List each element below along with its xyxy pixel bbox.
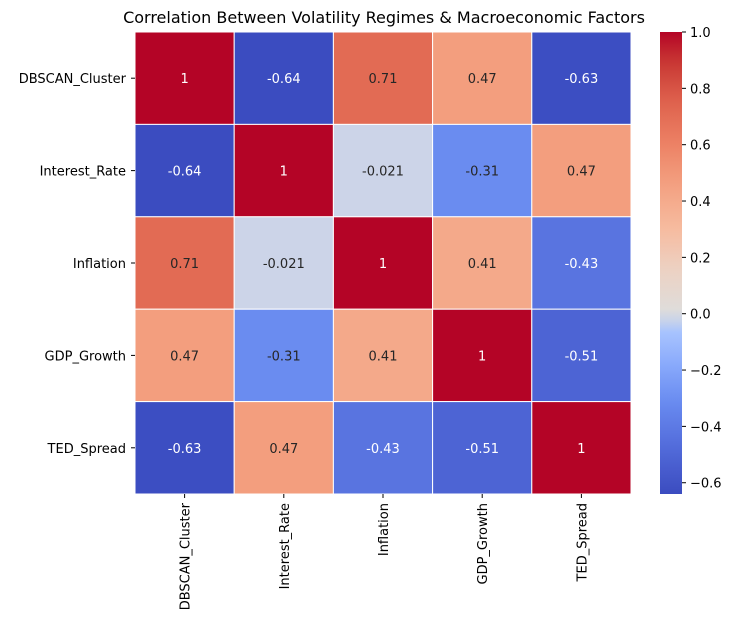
heatmap-cell (332, 31, 434, 125)
column-tick-label: Interest_Rate (278, 503, 293, 589)
heatmap-cell (233, 216, 334, 310)
cell-value-label: -0.63 (565, 72, 599, 87)
heatmap-cell (432, 308, 533, 403)
heatmap-cell (432, 216, 533, 310)
heatmap-cell (332, 308, 434, 403)
cell-value-label: 1 (577, 442, 585, 457)
row-tick-labels: DBSCAN_Cluster Interest_Rate Inflation GDP_… (19, 72, 135, 457)
row-tick-label: Inflation (73, 257, 126, 272)
cell-value-label: -0.64 (267, 72, 301, 87)
cell-value-label: 1 (180, 72, 188, 87)
row-tick-label: GDP_Growth (45, 349, 126, 364)
column-tick-label: Inflation (377, 503, 392, 556)
cell-value-label: -0.63 (168, 442, 202, 457)
row-tick-label: DBSCAN_Cluster (19, 72, 127, 87)
cell-value-label: -0.021 (362, 165, 404, 180)
heatmap-cell-labels: 1 -0.64 0.71 0.47 -0.63 -0.64 1 -0.021 -0.31 0.47… (168, 72, 598, 457)
heatmap-cell (531, 401, 632, 495)
cell-value-label: 1 (280, 165, 288, 180)
cell-value-label: 0.71 (170, 257, 199, 272)
chart-title: Correlation Between Volatility Regimes &… (123, 8, 645, 27)
row-tick-label: TED_Spread (47, 442, 126, 457)
column-tick-label: TED_Spread (575, 503, 590, 582)
cell-value-label: -0.51 (565, 349, 599, 364)
heatmap-cell (332, 216, 434, 310)
heatmap-cell (531, 308, 632, 403)
colorbar-tick-label: −0.2 (690, 364, 722, 379)
cell-value-label: 1 (379, 257, 387, 272)
colorbar-tick-label: 0.6 (690, 139, 711, 154)
cell-value-label: -0.43 (565, 257, 599, 272)
heatmap-cell (332, 123, 434, 218)
colorbar-tick-label: 0.2 (690, 251, 711, 266)
colorbar-tick-label: 0.0 (690, 308, 711, 323)
heatmap-cell (134, 401, 235, 495)
heatmap-cell (233, 401, 334, 495)
colorbar: 1.0 0.8 0.6 0.4 0.2 0.0 −0.2 −0.4 −0.6 (660, 26, 722, 494)
heatmap-cell (531, 123, 632, 218)
heatmap-cell (233, 308, 334, 403)
heatmap-cell (134, 123, 235, 218)
cell-value-label: 0.47 (170, 349, 199, 364)
heatmap-cell (332, 401, 434, 495)
colorbar-tick-label: −0.6 (690, 477, 722, 492)
cell-value-label: 0.47 (567, 165, 596, 180)
cell-value-label: -0.51 (465, 442, 499, 457)
colorbar-tick-label: 1.0 (690, 26, 711, 41)
cell-value-label: -0.43 (366, 442, 400, 457)
cell-value-label: 0.71 (369, 72, 398, 87)
cell-value-label: -0.021 (263, 257, 305, 272)
cell-value-label: -0.31 (267, 349, 301, 364)
cell-value-label: 0.47 (269, 442, 298, 457)
column-tick-label: DBSCAN_Cluster (179, 502, 194, 610)
cell-value-label: 0.47 (468, 72, 497, 87)
cell-value-label: 0.41 (468, 257, 497, 272)
cell-value-label: 0.41 (369, 349, 398, 364)
heatmap-cells (134, 31, 632, 495)
row-tick-label: Interest_Rate (40, 165, 126, 180)
heatmap-cell (432, 31, 533, 125)
heatmap-cell (531, 216, 632, 310)
cell-value-label: -0.64 (168, 165, 202, 180)
cell-value-label: -0.31 (465, 165, 499, 180)
heatmap-cell (233, 31, 334, 125)
colorbar-tick-label: −0.4 (690, 420, 722, 435)
cell-value-label: 1 (478, 349, 486, 364)
column-tick-labels: DBSCAN_Cluster Interest_Rate Inflation GDP_… (179, 494, 590, 610)
colorbar-tick-label: 0.8 (690, 82, 711, 97)
heatmap-cell (134, 31, 235, 125)
column-tick-label: GDP_Growth (476, 503, 491, 584)
heatmap-cell (531, 31, 632, 125)
colorbar-gradient (660, 32, 682, 494)
colorbar-tick-label: 0.4 (690, 195, 711, 210)
